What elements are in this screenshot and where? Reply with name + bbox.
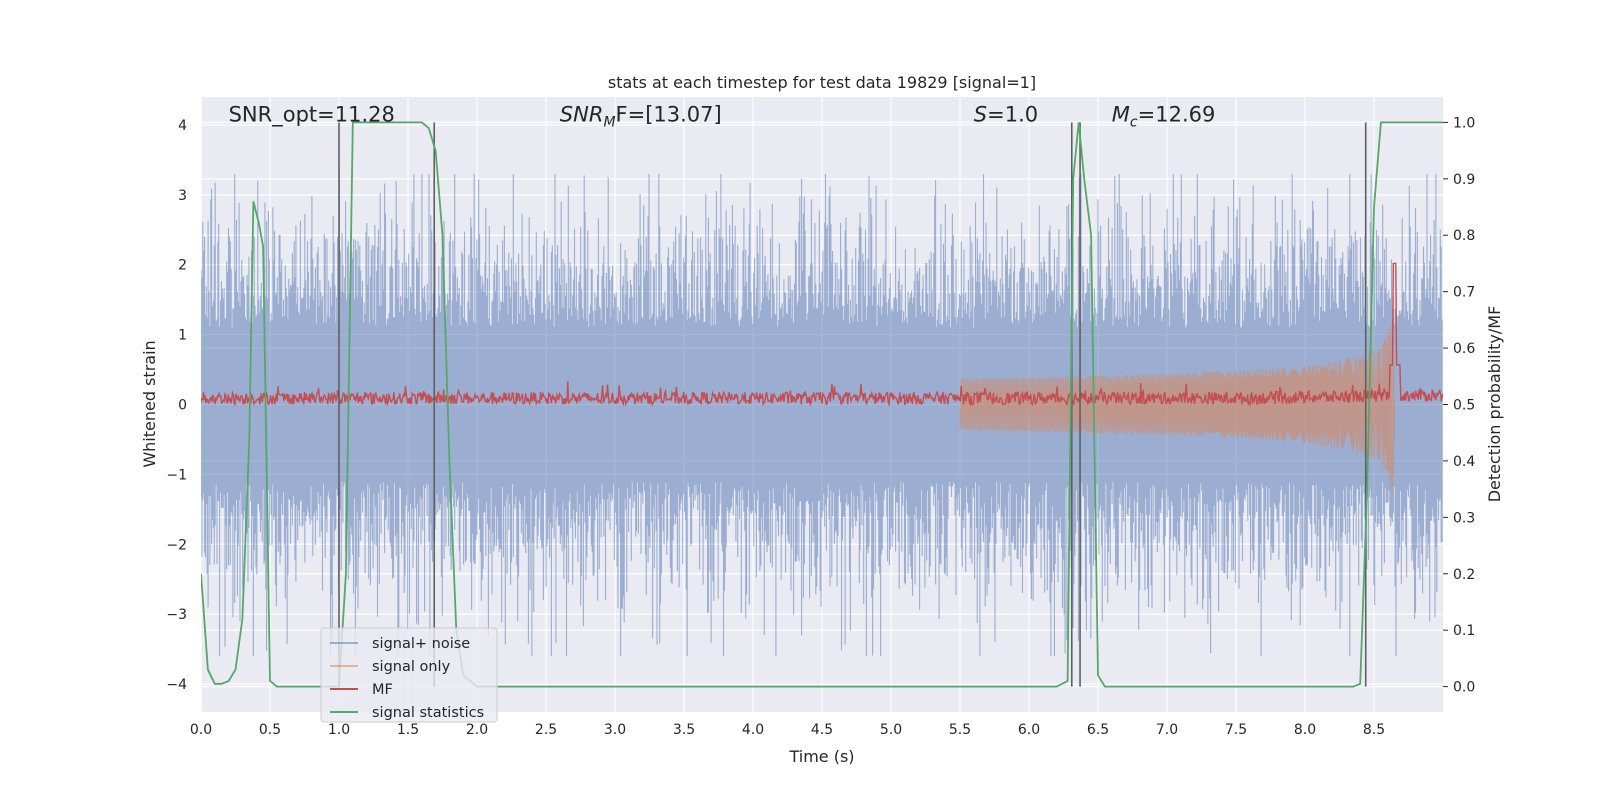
- y2-tick-label: 0.5: [1453, 398, 1475, 414]
- annotation-1: SNR_opt=11.28: [229, 102, 395, 127]
- chart-title: stats at each timestep for test data 198…: [608, 73, 1036, 92]
- signal-only-line: [959, 295, 1397, 494]
- annotation-3: S=1.0: [974, 102, 1038, 126]
- x-tick-label: 8.5: [1363, 722, 1385, 738]
- x-tick-label: 0.5: [259, 722, 281, 738]
- legend-label: signal+ noise: [372, 636, 470, 652]
- y2-tick-label: 0.8: [1453, 228, 1475, 244]
- x-tick-label: 4.5: [811, 722, 833, 738]
- y2-axis-label: Detection probability/MF: [1485, 306, 1504, 503]
- y2-tick-label: 0.7: [1453, 285, 1475, 301]
- y2-tick-label: 0.0: [1453, 680, 1475, 696]
- y-tick-label: 2: [178, 258, 187, 274]
- y-tick-label: 0: [178, 398, 187, 414]
- x-tick-label: 5.0: [880, 722, 902, 738]
- y-tick-label: −1: [166, 467, 187, 483]
- x-tick-label: 3.0: [604, 722, 626, 738]
- x-tick-label: 3.5: [673, 722, 695, 738]
- y-tick-label: −3: [166, 607, 187, 623]
- y2-tick-label: 0.4: [1453, 454, 1475, 470]
- legend-label: signal statistics: [372, 705, 484, 721]
- x-tick-label: 7.5: [1225, 722, 1247, 738]
- x-tick-label: 1.0: [328, 722, 350, 738]
- x-tick-label: 1.5: [397, 722, 419, 738]
- x-tick-label: 2.0: [466, 722, 488, 738]
- legend: signal+ noise signal only MF signal statist…: [320, 627, 498, 723]
- x-tick-label: 4.0: [742, 722, 764, 738]
- x-tick-label: 0.0: [190, 722, 212, 738]
- y2-tick-label: 0.2: [1453, 567, 1475, 583]
- x-tick-label: 8.0: [1294, 722, 1316, 738]
- y2-tick-labels: 1.0 0.9 0.8 0.7 0.6 0.5 0.4 0.3 0.2 0.1 0.0: [1443, 115, 1475, 696]
- annotation-4: Mc=12.69: [1112, 102, 1216, 130]
- x-tick-label: 6.0: [1018, 722, 1040, 738]
- x-axis-label: Time (s): [788, 747, 854, 766]
- y-tick-label: 3: [178, 188, 187, 204]
- x-tick-label: 5.5: [949, 722, 971, 738]
- signal-statistics-line: [201, 121, 1443, 688]
- y-axis-label: Whitened strain: [140, 340, 159, 467]
- y2-tick-label: 0.1: [1453, 623, 1475, 639]
- legend-label: signal only: [372, 659, 451, 675]
- y-tick-label: 1: [178, 328, 187, 344]
- y2-tick-label: 0.6: [1453, 341, 1475, 357]
- annotations: SNR_opt=11.28 SNRMF=[13.07] S=1.0 Mc=12.69: [229, 102, 1216, 130]
- x-tick-label: 6.5: [1087, 722, 1109, 738]
- annotation-2: SNRMF=[13.07]: [560, 102, 722, 130]
- legend-label: MF: [372, 682, 393, 698]
- y2-tick-label: 0.9: [1453, 172, 1475, 188]
- y-tick-label: 4: [178, 118, 187, 134]
- y-tick-label: −2: [166, 537, 187, 553]
- x-tick-labels: 0.0 0.5 1.0 1.5 2.0 2.5 3.0 3.5 4.0 4.5 5.0 5.5 6.0 6…: [190, 722, 1385, 738]
- x-tick-label: 7.0: [1156, 722, 1178, 738]
- legend-box: [320, 627, 498, 723]
- y-tick-labels: 4 3 2 1 0 −1 −2 −3 −4: [166, 118, 187, 693]
- y2-tick-label: 0.3: [1453, 510, 1475, 526]
- y-tick-label: −4: [166, 677, 187, 693]
- mf-line: [201, 262, 1443, 407]
- x-tick-label: 2.5: [535, 722, 557, 738]
- series-layer: [201, 121, 1443, 688]
- y2-tick-label: 1.0: [1453, 115, 1475, 131]
